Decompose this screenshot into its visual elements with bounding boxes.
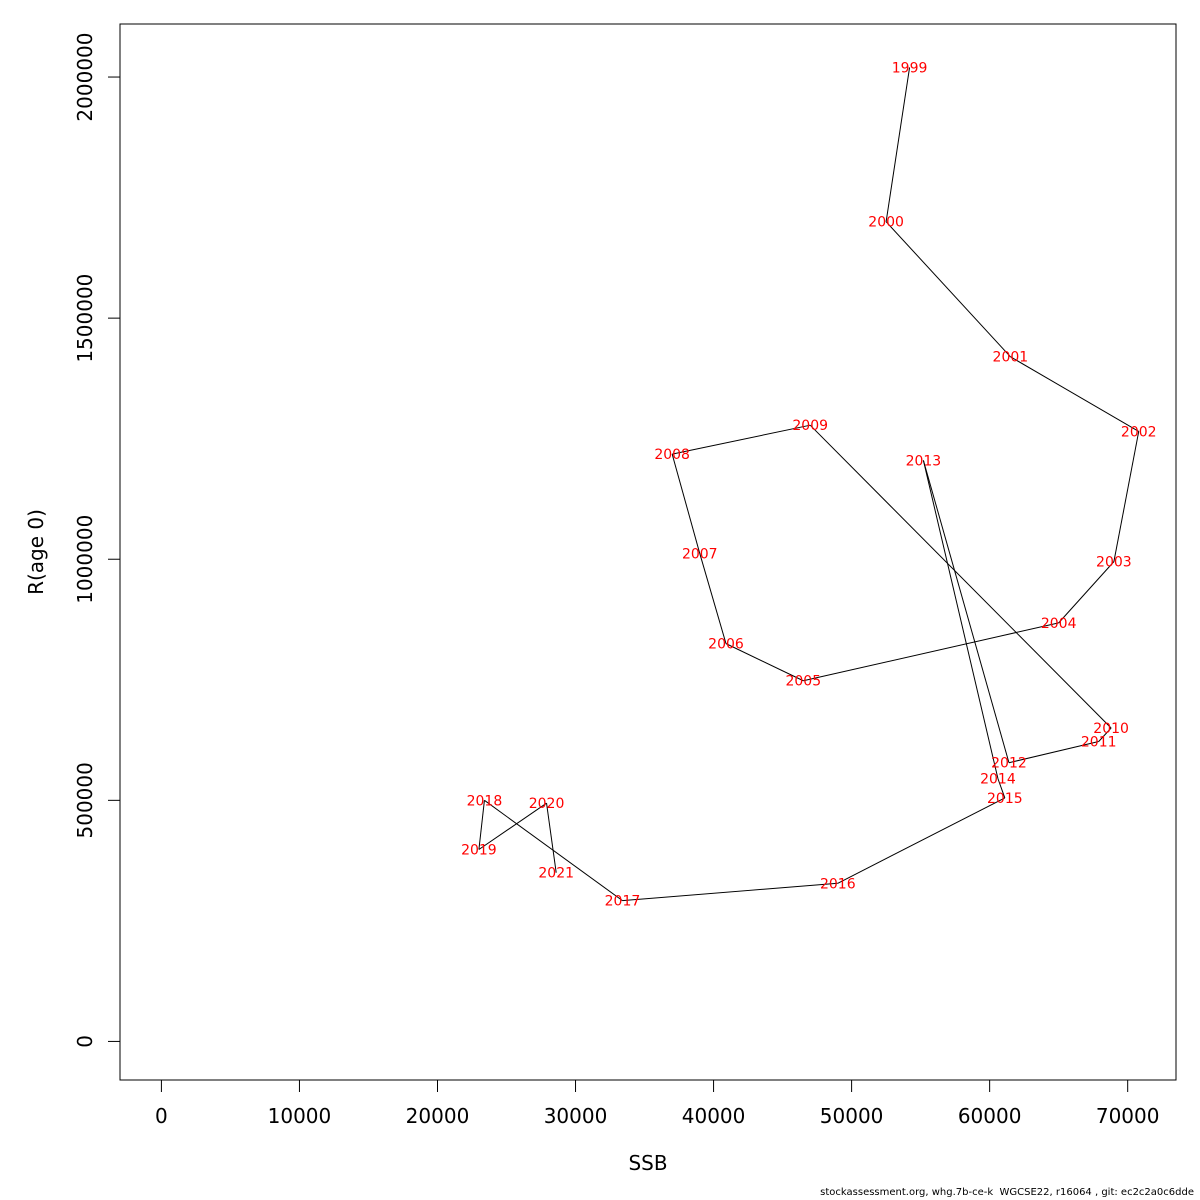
plot-frame [119,23,1177,1081]
series-segment [725,643,804,682]
x-tick-label: 50000 [820,1104,884,1128]
data-point-label: 2007 [682,546,718,562]
footer-note: stockassessment.org, whg.7b-ce-k WGCSE22… [820,1187,1194,1198]
data-point-label: 2018 [467,793,503,809]
data-point-label: 2021 [538,866,574,882]
x-tick-label: 60000 [958,1104,1022,1128]
x-tick-label: 70000 [1096,1104,1160,1128]
series-segment [1098,727,1112,742]
data-point-label: 2015 [987,791,1023,807]
series-segment [922,460,1010,763]
series-segment [546,803,557,873]
series-segment [478,800,485,850]
data-point-label: 2004 [1041,616,1077,632]
series-segment [1008,741,1099,764]
data-point-label: 2003 [1096,555,1132,571]
series-segment [672,424,811,455]
stock-recruitment-series [478,67,1140,902]
series-segment [671,453,701,554]
year-labels: 1999 2000 2001 2002 2003 2004 2005 2006 2007 2008… [461,60,1156,909]
series-segment [922,460,999,779]
data-point-label: 2010 [1093,721,1129,737]
y-axis: 0 500000 1000000 1500000 2000000 [73,33,121,1048]
series-segment [885,67,911,222]
data-point-label: 2016 [820,876,856,892]
series-segment [809,424,1112,729]
x-tick-label: 30000 [544,1104,608,1128]
data-point-label: 2012 [991,756,1027,772]
data-point-label: 1999 [892,60,928,76]
x-axis: 0 10000 20000 30000 40000 50000 60000 70000 [155,1079,1160,1128]
series-segment [699,553,727,644]
series-segment [1113,431,1140,562]
series-segment [622,882,838,902]
data-point-label: 2005 [785,674,821,690]
x-tick-label: 20000 [406,1104,470,1128]
x-axis-title: SSB [628,1151,667,1175]
y-axis-title: R(age 0) [24,509,48,595]
x-tick-label: 0 [155,1104,168,1128]
series-segment [478,802,547,850]
data-point-label: 2009 [792,418,828,434]
series-segment [997,778,1006,799]
series-segment [1058,561,1115,624]
data-point-label: 2006 [708,637,744,653]
data-point-label: 2008 [654,447,690,463]
y-tick-label: 1500000 [73,274,97,363]
data-point-label: 2000 [868,215,904,231]
series-segment [885,221,1011,358]
data-point-label: 2017 [605,894,641,910]
y-tick-label: 2000000 [73,33,97,122]
data-point-label: 2020 [529,796,565,812]
y-tick-label: 500000 [73,762,97,838]
data-point-label: 2019 [461,843,497,859]
data-point-label: 2002 [1121,424,1157,440]
data-point-label: 2014 [980,772,1016,788]
y-tick-label: 0 [73,1035,97,1048]
x-tick-label: 10000 [268,1104,332,1128]
y-tick-label: 1000000 [73,515,97,604]
data-point-label: 2011 [1081,735,1117,751]
series-segment [1010,356,1139,432]
series-segment [803,622,1059,682]
series-segment [837,797,1006,884]
x-tick-label: 40000 [682,1104,746,1128]
data-point-label: 2001 [993,350,1029,366]
data-point-label: 2013 [906,453,942,469]
